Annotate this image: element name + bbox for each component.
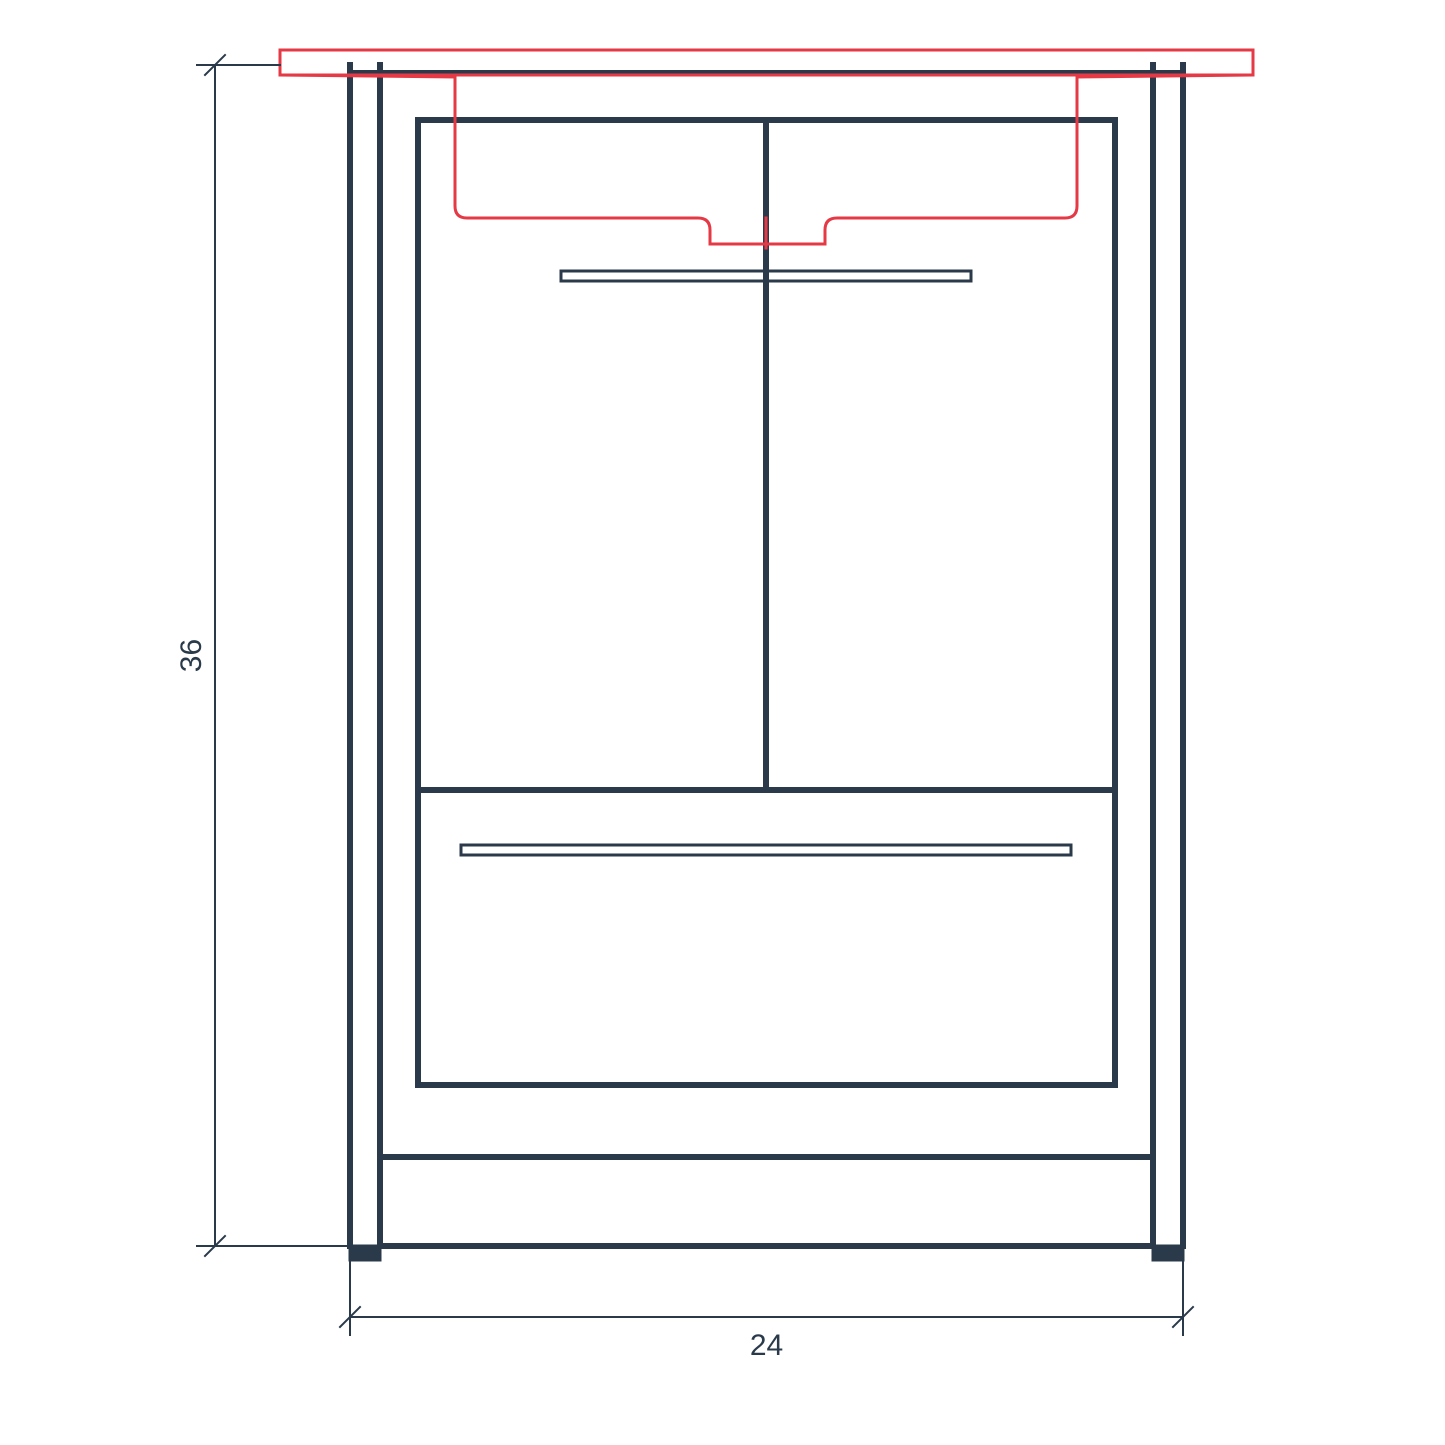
dim-height-label: 36: [175, 639, 208, 672]
technical-drawing: 24 36: [0, 0, 1445, 1445]
dim-width-label: 24: [750, 1329, 783, 1362]
